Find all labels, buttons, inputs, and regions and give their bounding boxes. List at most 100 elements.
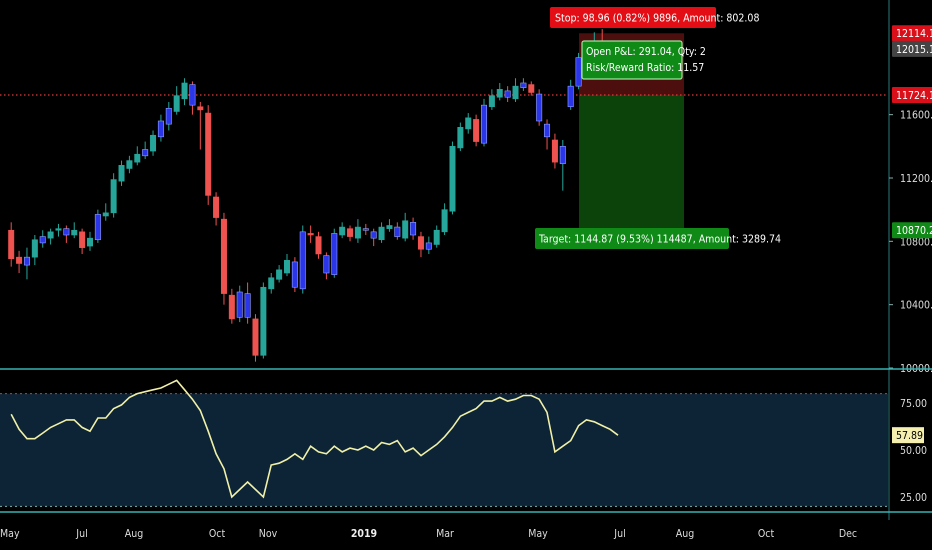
time-tick-label: Nov	[259, 528, 278, 540]
candle-body	[205, 112, 212, 196]
candle	[173, 86, 180, 115]
candle	[465, 113, 472, 134]
oscillator-value-badge: 57.89	[892, 427, 924, 444]
pnl-label-bg	[581, 40, 683, 80]
candle	[236, 285, 243, 323]
candle	[528, 81, 535, 96]
candle	[205, 105, 212, 205]
candle-body	[480, 104, 487, 144]
candle-body	[110, 179, 117, 214]
candle	[157, 114, 164, 142]
candle	[402, 212, 409, 242]
price-badge-label: 12015.14	[896, 44, 932, 56]
candle-body	[236, 291, 243, 318]
time-axis: May Jul Aug Oct Nov 2019 Mar May Jul Aug Oct Dec	[0, 528, 857, 540]
price-badge-stop: 12114.10	[892, 25, 932, 42]
price-tick-label: 10400.00	[900, 300, 932, 312]
candle	[394, 222, 401, 240]
oscillator-tick-label: 25.00	[900, 492, 927, 504]
candle-body	[441, 209, 448, 233]
candle	[31, 234, 38, 266]
candle	[559, 139, 566, 191]
price-badge-label: 11724.10	[896, 90, 932, 102]
candle	[197, 101, 204, 150]
candle	[55, 223, 62, 237]
candle-body	[551, 139, 558, 163]
candle	[165, 101, 172, 131]
candle	[150, 130, 157, 156]
stop-label: Stop: 98.96 (0.82%) 9896, Amount: 802.08	[550, 7, 759, 28]
time-tick-label: Oct	[209, 528, 226, 540]
oscillator-panel: 75.00 50.00 25.00 57.89	[0, 368, 932, 513]
candle	[512, 78, 519, 102]
candle	[213, 192, 220, 226]
candle	[536, 89, 543, 126]
candle-body	[63, 228, 70, 236]
candle-body	[536, 93, 543, 122]
candle-body	[8, 229, 15, 260]
candle	[323, 252, 330, 280]
candle-body	[402, 220, 409, 239]
candle	[544, 119, 551, 150]
candle	[244, 282, 251, 324]
target-zone[interactable]	[579, 95, 684, 231]
candle-body	[504, 90, 511, 98]
candle-body	[567, 85, 574, 108]
candle	[94, 209, 101, 243]
candle	[347, 225, 354, 242]
candle-body	[276, 269, 283, 280]
candle	[268, 272, 275, 294]
candle	[142, 141, 149, 159]
candle-body	[71, 229, 78, 236]
candle	[457, 122, 464, 152]
candle-body	[394, 226, 401, 237]
stop-label-text: Stop: 98.96 (0.82%) 9896, Amount: 802.08	[555, 13, 759, 25]
candle	[410, 217, 417, 240]
oscillator-band	[0, 393, 888, 507]
candle	[378, 222, 385, 243]
candle	[8, 222, 15, 267]
price-tick-label: 10800.00	[900, 236, 932, 248]
target-label-text: Target: 1144.87 (9.53%) 114487, Amount: …	[538, 234, 781, 246]
candle-body	[410, 222, 417, 236]
pnl-label: Open P&L: 291.04, Qty: 2 Risk/Reward Rati…	[581, 40, 706, 80]
candle	[354, 219, 361, 243]
candle	[228, 288, 235, 324]
target-label: Target: 1144.87 (9.53%) 114487, Amount: …	[535, 228, 781, 249]
candle-body	[307, 233, 314, 236]
candle-body	[386, 225, 393, 229]
price-badge-target: 10870.27	[892, 222, 932, 239]
candle	[63, 225, 70, 243]
candle	[480, 98, 487, 147]
candle-body	[181, 82, 188, 100]
target-label-bg	[535, 228, 729, 249]
price-badge-label: 12114.10	[896, 28, 932, 40]
candle-body	[150, 134, 157, 152]
candle-body	[213, 196, 220, 218]
candle	[252, 314, 259, 362]
candles	[8, 29, 614, 362]
candle-body	[252, 318, 259, 356]
price-tick-label: 11200.00	[900, 173, 932, 185]
candle-body	[173, 95, 180, 112]
candle	[575, 52, 582, 90]
candle-body	[354, 226, 361, 239]
candle-body	[283, 260, 290, 274]
candle-body	[362, 228, 369, 231]
candle	[189, 81, 196, 115]
candle	[504, 86, 511, 102]
candle-body	[291, 261, 298, 288]
price-badge-entry: 11724.10	[892, 87, 932, 103]
candle-body	[544, 123, 551, 138]
time-tick-label: May	[0, 528, 20, 540]
candle	[110, 173, 117, 218]
candle-body	[55, 228, 62, 231]
candle-body	[220, 218, 227, 294]
price-badge-last: 12015.14	[892, 40, 932, 57]
candle-body	[142, 149, 149, 157]
price-badge-bg	[892, 25, 932, 42]
candle	[567, 79, 574, 110]
candle	[315, 231, 322, 259]
candle	[433, 225, 440, 248]
